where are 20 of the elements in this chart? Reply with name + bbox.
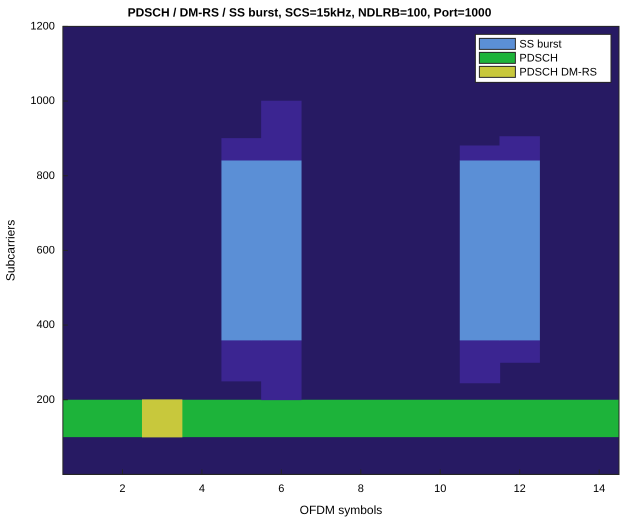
x-tick-label: 10 — [434, 483, 446, 496]
y-tick-label: 600 — [36, 244, 55, 256]
y-tick-label: 200 — [36, 394, 55, 406]
bar — [142, 399, 182, 438]
y-tick-label: 1200 — [30, 20, 55, 32]
y-axis-title: Subcarriers — [4, 220, 18, 282]
y-tick-label: 800 — [36, 170, 55, 182]
legend-label: PDSCH DM-RS — [519, 66, 598, 78]
x-tick-label: 8 — [358, 483, 364, 496]
x-axis-title: OFDM symbols — [300, 503, 382, 518]
legend-label: SS burst — [519, 38, 562, 50]
x-tick-label: 6 — [278, 483, 284, 496]
x-tick-label: 2 — [119, 483, 126, 496]
x-tick-label: 14 — [593, 483, 606, 496]
y-tick-label: 1000 — [30, 95, 55, 108]
x-tick-label: 4 — [198, 483, 205, 496]
chart-title: PDSCH / DM-RS / SS burst, SCS=15kHz, NDLRB=100, Port=1000 — [128, 6, 492, 20]
y-tick-label: 400 — [36, 319, 55, 332]
legend-label: PDSCH — [519, 52, 558, 64]
x-tick-label: 12 — [514, 483, 526, 496]
